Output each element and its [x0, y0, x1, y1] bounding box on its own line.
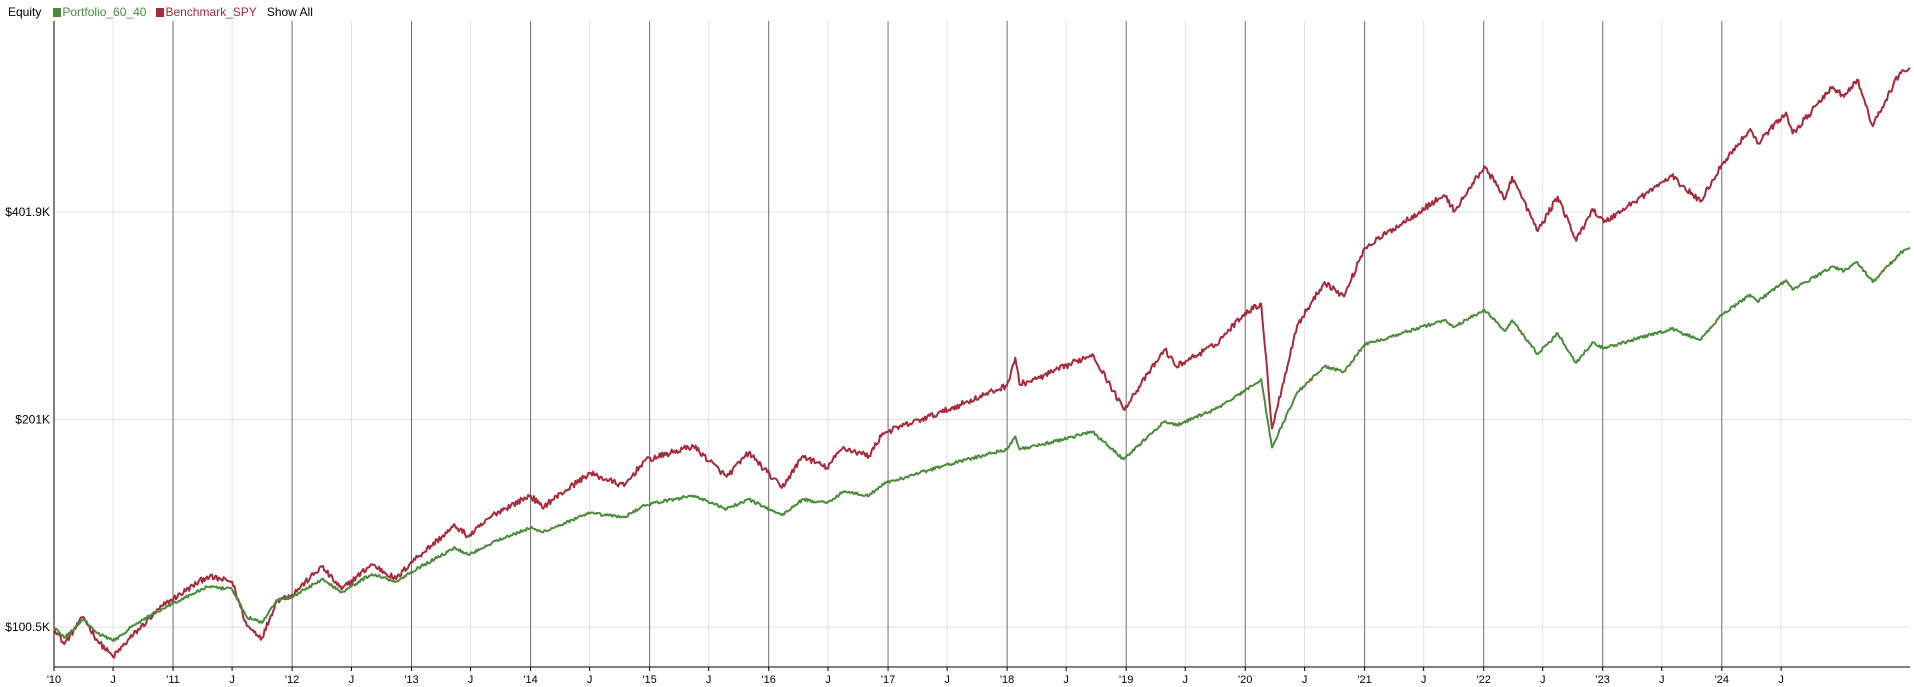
- x-tick-label: J: [1182, 674, 1188, 686]
- x-tick-label: '10: [47, 674, 61, 686]
- x-tick-label: '24: [1715, 674, 1729, 686]
- series-lines: [53, 67, 1911, 659]
- x-tick-label: J: [229, 674, 235, 686]
- x-tick-label: J: [1063, 674, 1069, 686]
- x-tick-label: '11: [166, 674, 180, 686]
- x-tick-label: '16: [762, 674, 776, 686]
- legend-item-benchmark[interactable]: Benchmark_SPY: [156, 5, 257, 19]
- x-tick-label: '21: [1357, 674, 1371, 686]
- x-tick-label: J: [1778, 674, 1784, 686]
- series-line-portfolio-60-40: [53, 246, 1911, 642]
- x-tick-label: '18: [1000, 674, 1014, 686]
- x-tick-label: J: [587, 674, 593, 686]
- show-all-button[interactable]: Show All: [266, 5, 313, 19]
- chart-title: Equity: [8, 5, 42, 19]
- y-tick-label: $401.9K: [5, 205, 50, 219]
- x-tick-label: '22: [1477, 674, 1491, 686]
- x-tick-label: J: [1421, 674, 1427, 686]
- x-tick-label: '23: [1596, 674, 1610, 686]
- x-tick-label: J: [825, 674, 831, 686]
- x-tick-label: '20: [1238, 674, 1252, 686]
- x-tick-label: J: [944, 674, 950, 686]
- x-tick-label: J: [1659, 674, 1665, 686]
- chart-legend: Equity Portfolio_60_40 Benchmark_SPY Sho…: [8, 4, 313, 20]
- axes: $100.5K $201K $401.9K '10 J '11 J '12 J '13 J '14 J '…: [5, 21, 1910, 686]
- y-tick-label: $201K: [15, 413, 50, 427]
- series-line-benchmark-spy: [53, 67, 1911, 659]
- legend-item-portfolio[interactable]: Portfolio_60_40: [53, 5, 146, 19]
- x-tick-label: J: [110, 674, 116, 686]
- grid-lines: [54, 21, 1910, 667]
- x-tick-label: '17: [881, 674, 895, 686]
- legend-label-portfolio: Portfolio_60_40: [62, 5, 147, 19]
- legend-swatch-benchmark: [156, 7, 165, 17]
- x-tick-label: J: [1540, 674, 1546, 686]
- x-tick-label: '13: [404, 674, 418, 686]
- x-tick-label: J: [706, 674, 712, 686]
- legend-label-benchmark: Benchmark_SPY: [165, 5, 257, 19]
- x-tick-label: J: [468, 674, 474, 686]
- x-tick-label: '19: [1119, 674, 1133, 686]
- x-tick-label: J: [1302, 674, 1308, 686]
- x-tick-label: J: [349, 674, 355, 686]
- x-tick-label: '14: [523, 674, 537, 686]
- y-tick-label: $100.5K: [5, 620, 50, 634]
- x-tick-label: '12: [285, 674, 299, 686]
- legend-swatch-portfolio: [53, 7, 62, 17]
- x-tick-label: '15: [642, 674, 656, 686]
